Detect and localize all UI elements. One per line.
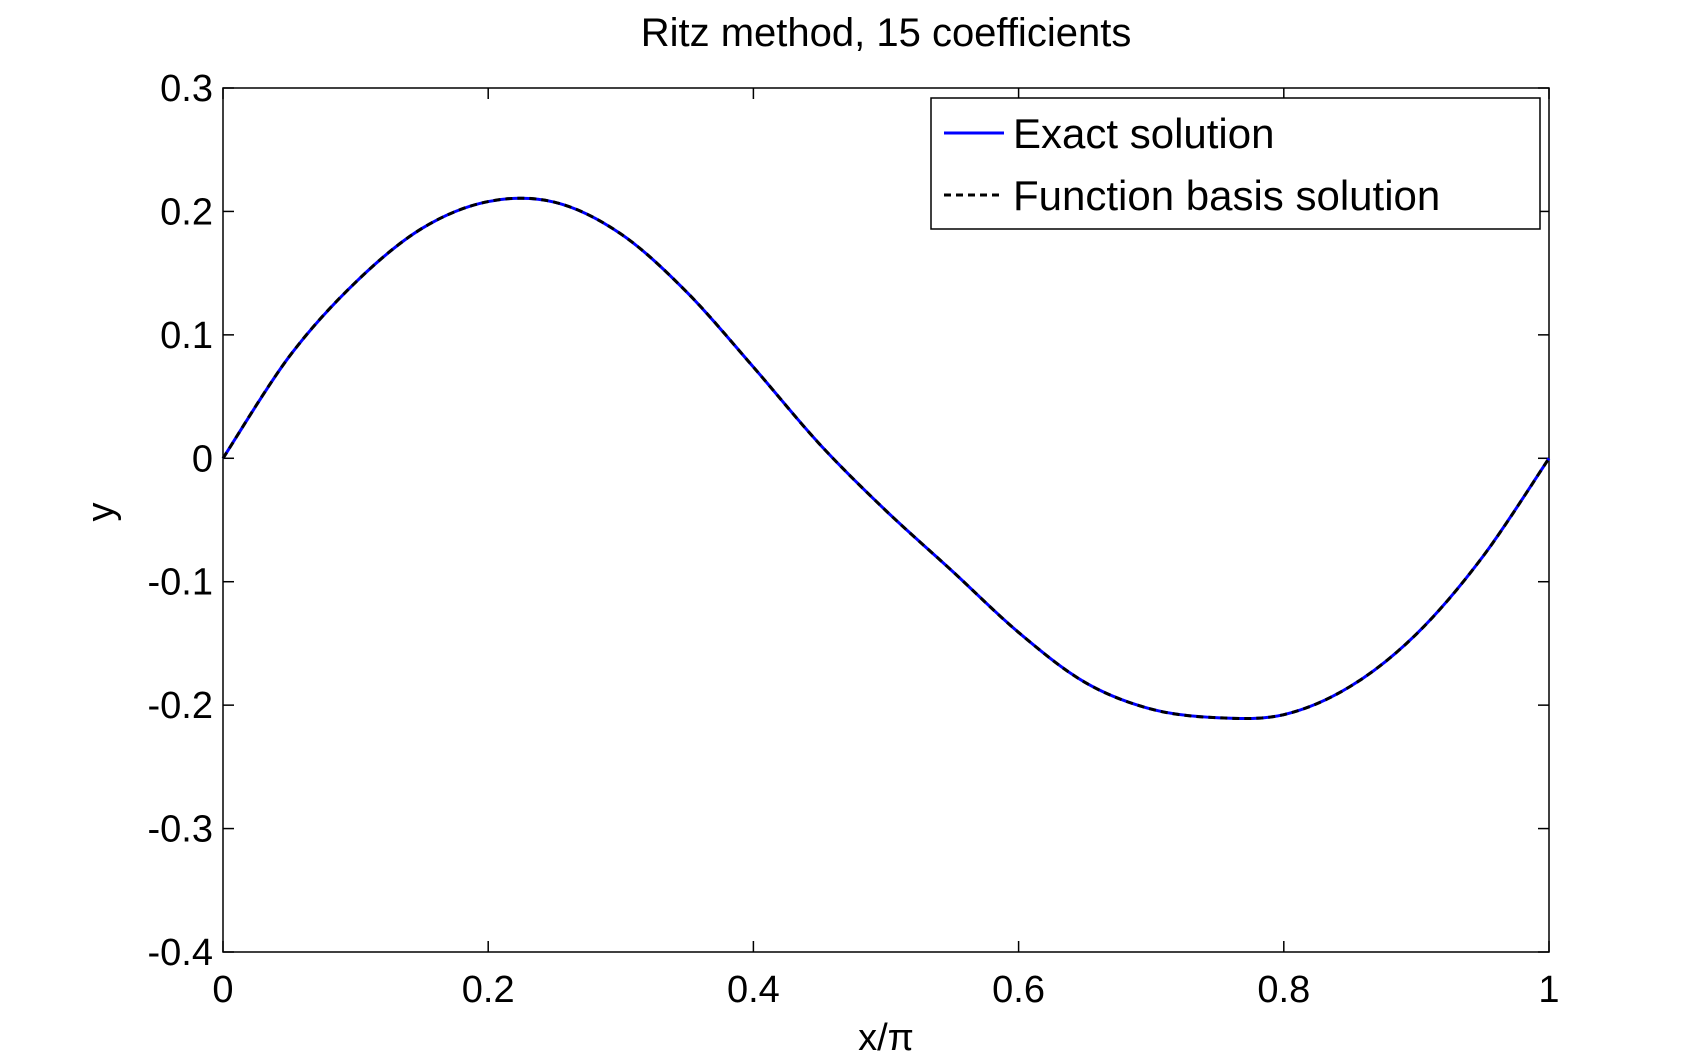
y-tick-label: -0.1 <box>148 562 213 604</box>
y-axis-label: y <box>80 503 122 522</box>
x-tick-label: 0 <box>212 969 233 1011</box>
legend: Exact solution Function basis solution <box>930 97 1541 230</box>
series-layer <box>221 196 1551 721</box>
y-tick-label: 0.1 <box>160 315 213 357</box>
legend-box <box>930 97 1541 230</box>
x-axis-label: x/π <box>858 1017 914 1057</box>
y-tick-label: 0 <box>192 438 213 480</box>
ticks: 0 0.2 0.4 0.6 0.8 1 0.3 0.2 0.1 0 -0.1 -0.2 -0.3 -0.4 <box>148 68 1560 1011</box>
y-tick-label: 0.2 <box>160 191 213 233</box>
y-tick-label: -0.4 <box>148 932 213 974</box>
y-tick-label: 0.3 <box>160 68 213 110</box>
x-tick-label: 0.2 <box>462 969 515 1011</box>
x-tick-label: 0.8 <box>1257 969 1310 1011</box>
x-tick-label: 0.4 <box>727 969 780 1011</box>
legend-label-basis: Function basis solution <box>1013 172 1440 219</box>
y-tick-label: -0.2 <box>148 685 213 727</box>
chart-title: Ritz method, 15 coefficients <box>641 11 1132 55</box>
x-tick-label: 0.6 <box>992 969 1045 1011</box>
y-tick-label: -0.3 <box>148 809 213 851</box>
plot-area <box>222 87 1550 953</box>
legend-label-exact: Exact solution <box>1013 110 1274 157</box>
series-line-function-basis-solution <box>221 196 1551 721</box>
x-tick-label: 1 <box>1538 969 1559 1011</box>
